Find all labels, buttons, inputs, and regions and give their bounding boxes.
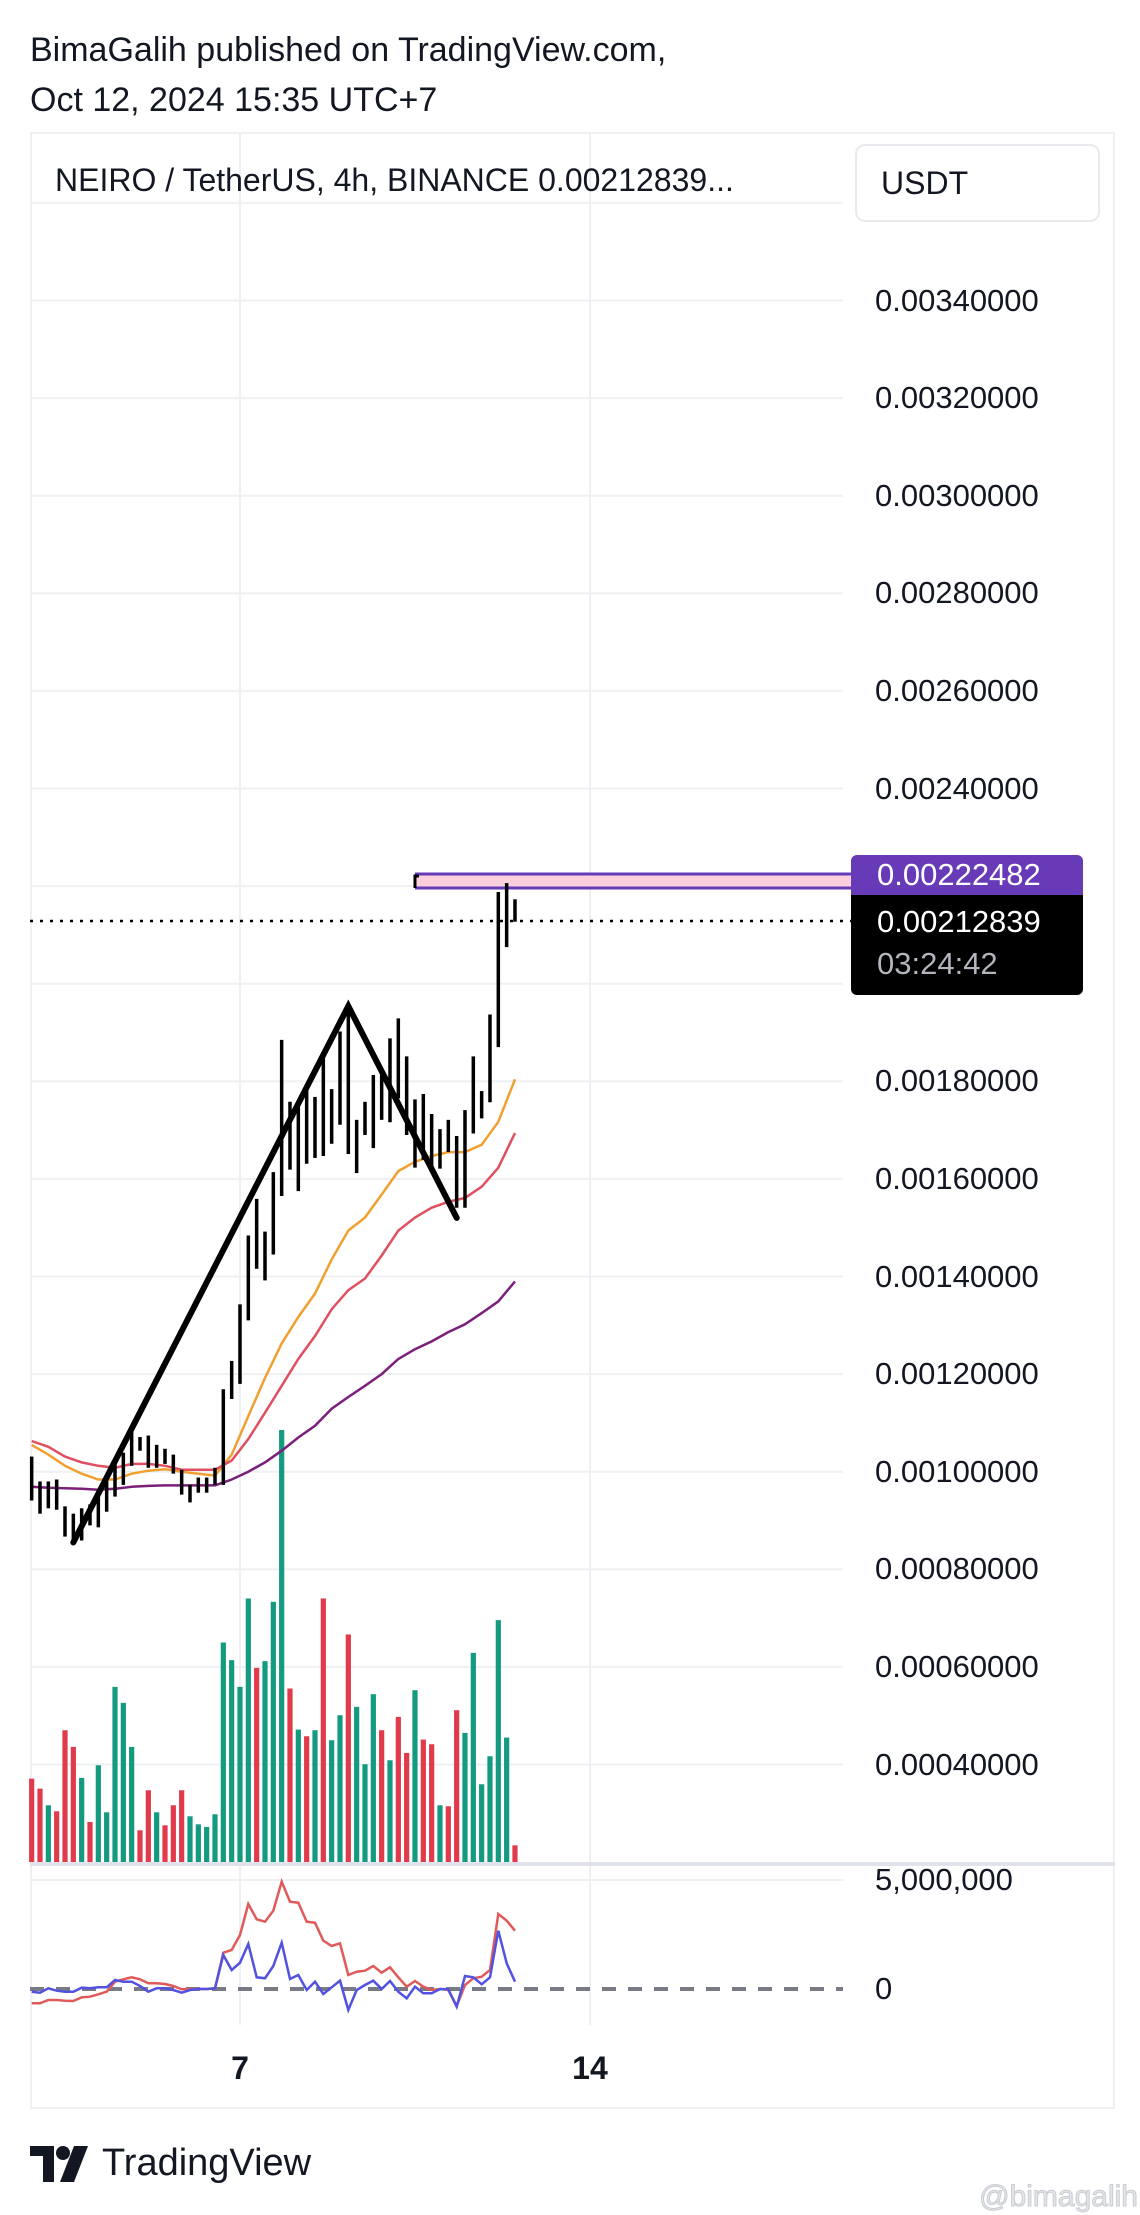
tradingview-logo[interactable]: TradingView bbox=[30, 2142, 311, 2185]
price-axis-label: 0.00140000 bbox=[875, 1258, 1039, 1294]
volume-bar bbox=[79, 1777, 85, 1862]
volume-bar bbox=[495, 1620, 501, 1862]
publisher-line: BimaGalih published on TradingView.com, bbox=[30, 31, 667, 69]
target-price-label: 0.00222482 bbox=[877, 857, 1041, 892]
volume-bar bbox=[170, 1805, 176, 1862]
target-price-tag: 0.00222482 bbox=[851, 855, 1083, 895]
volume-bar bbox=[420, 1739, 426, 1862]
volume-bar bbox=[204, 1826, 210, 1862]
volume-bar bbox=[62, 1730, 68, 1862]
volume-bar bbox=[120, 1702, 126, 1862]
volume-bar bbox=[395, 1716, 401, 1862]
price-axis-label: 0.00160000 bbox=[875, 1160, 1039, 1196]
volume-bar bbox=[137, 1830, 143, 1862]
volume-bar bbox=[45, 1805, 51, 1862]
volume-bar bbox=[470, 1652, 476, 1862]
volume-bar bbox=[112, 1686, 118, 1862]
volume-bar bbox=[195, 1824, 201, 1862]
indicator-line-ind_a bbox=[31, 1877, 516, 2009]
logo-text: TradingView bbox=[102, 2142, 312, 2184]
volume-bar bbox=[479, 1784, 485, 1862]
price-axis-label: 0.00300000 bbox=[875, 477, 1039, 513]
volume-bar bbox=[387, 1760, 393, 1862]
volume-bar bbox=[129, 1746, 135, 1862]
price-axis-label: 0.00260000 bbox=[875, 672, 1039, 708]
volume-bar bbox=[512, 1845, 518, 1862]
volume-bar bbox=[487, 1756, 493, 1862]
volume-bar bbox=[154, 1812, 160, 1862]
price-axis-label: 0.00280000 bbox=[875, 575, 1039, 611]
volume-bar bbox=[229, 1660, 235, 1862]
volume-bar bbox=[337, 1715, 343, 1862]
volume-bar bbox=[412, 1690, 418, 1862]
volume-bar bbox=[29, 1778, 35, 1862]
volume-bar bbox=[462, 1732, 468, 1862]
volume-bar bbox=[95, 1765, 101, 1862]
volume-bar bbox=[87, 1821, 93, 1862]
volume-bar bbox=[254, 1667, 260, 1862]
price-axis-label: 0.00240000 bbox=[875, 770, 1039, 806]
volume-bar bbox=[345, 1634, 351, 1862]
volume-bar bbox=[212, 1814, 218, 1862]
moving-average-ma_slow bbox=[31, 1280, 516, 1492]
volume-bar bbox=[362, 1764, 368, 1862]
volume-bar bbox=[245, 1598, 251, 1862]
indicator-line-ind_b bbox=[31, 1930, 517, 2014]
volume-bar bbox=[312, 1730, 318, 1862]
watermark: @bimagalih bbox=[979, 2180, 1139, 2214]
volume-bar bbox=[262, 1661, 268, 1862]
last-price-tag: 0.00212839 03:24:42 bbox=[851, 895, 1083, 995]
price-axis-label: 0.00340000 bbox=[875, 282, 1039, 318]
price-axis-label: 0.00100000 bbox=[875, 1453, 1039, 1489]
chart-frame bbox=[30, 132, 1115, 2109]
volume-bar bbox=[437, 1805, 443, 1862]
moving-average-ma_fast bbox=[31, 1078, 517, 1481]
volume-bar bbox=[304, 1736, 310, 1862]
volume-bar bbox=[445, 1806, 451, 1862]
tradingview-logo-icon bbox=[30, 2145, 88, 2182]
volume-bar bbox=[287, 1688, 293, 1862]
volume-bar bbox=[237, 1686, 243, 1862]
time-axis-label: 14 bbox=[572, 2050, 608, 2086]
volume-bar bbox=[104, 1812, 110, 1862]
price-axis-label: 0.00180000 bbox=[875, 1063, 1039, 1099]
volume-bar bbox=[404, 1752, 410, 1862]
volume-bar bbox=[504, 1737, 510, 1862]
volume-bar bbox=[37, 1788, 43, 1862]
indicator-axis-label: 5,000,000 bbox=[875, 1862, 1013, 1897]
volume-bar bbox=[370, 1694, 376, 1862]
symbol-legend[interactable]: NEIRO / TetherUS, 4h, BINANCE 0.00212839… bbox=[55, 162, 734, 198]
target-zone-bracket bbox=[413, 874, 419, 889]
volume-bar bbox=[162, 1825, 168, 1862]
volume-bar bbox=[220, 1642, 226, 1862]
publish-date: Oct 12, 2024 15:35 UTC+7 bbox=[30, 81, 438, 119]
volume-bar bbox=[454, 1710, 460, 1862]
volume-bar bbox=[179, 1790, 185, 1862]
volume-bar bbox=[329, 1740, 335, 1862]
volume-bar bbox=[354, 1706, 360, 1862]
price-axis-label: 0.00080000 bbox=[875, 1551, 1039, 1587]
volume-bar bbox=[320, 1598, 326, 1862]
indicator-axis-label: 0 bbox=[875, 1971, 893, 2006]
last-price-label: 0.00212839 bbox=[877, 904, 1041, 939]
volume-bar bbox=[429, 1744, 435, 1862]
volume-bar bbox=[279, 1430, 285, 1862]
volume-bar bbox=[270, 1601, 276, 1862]
price-axis-label: 0.00320000 bbox=[875, 380, 1039, 416]
target-zone bbox=[414, 873, 851, 889]
price-axis-label: 0.00060000 bbox=[875, 1648, 1039, 1684]
volume-bar bbox=[295, 1729, 301, 1862]
volume-bar bbox=[70, 1746, 76, 1862]
volume-bar bbox=[379, 1730, 385, 1862]
bar-countdown: 03:24:42 bbox=[877, 946, 998, 981]
price-axis-label: 0.00040000 bbox=[875, 1746, 1039, 1782]
volume-bar bbox=[54, 1811, 60, 1862]
time-axis-label: 7 bbox=[231, 2050, 249, 2086]
volume-bar bbox=[187, 1816, 193, 1862]
currency-button[interactable]: USDT bbox=[855, 144, 1100, 222]
volume-bar bbox=[145, 1790, 151, 1862]
zigzag-drawing bbox=[70, 999, 460, 1546]
price-axis-label: 0.00120000 bbox=[875, 1356, 1039, 1392]
